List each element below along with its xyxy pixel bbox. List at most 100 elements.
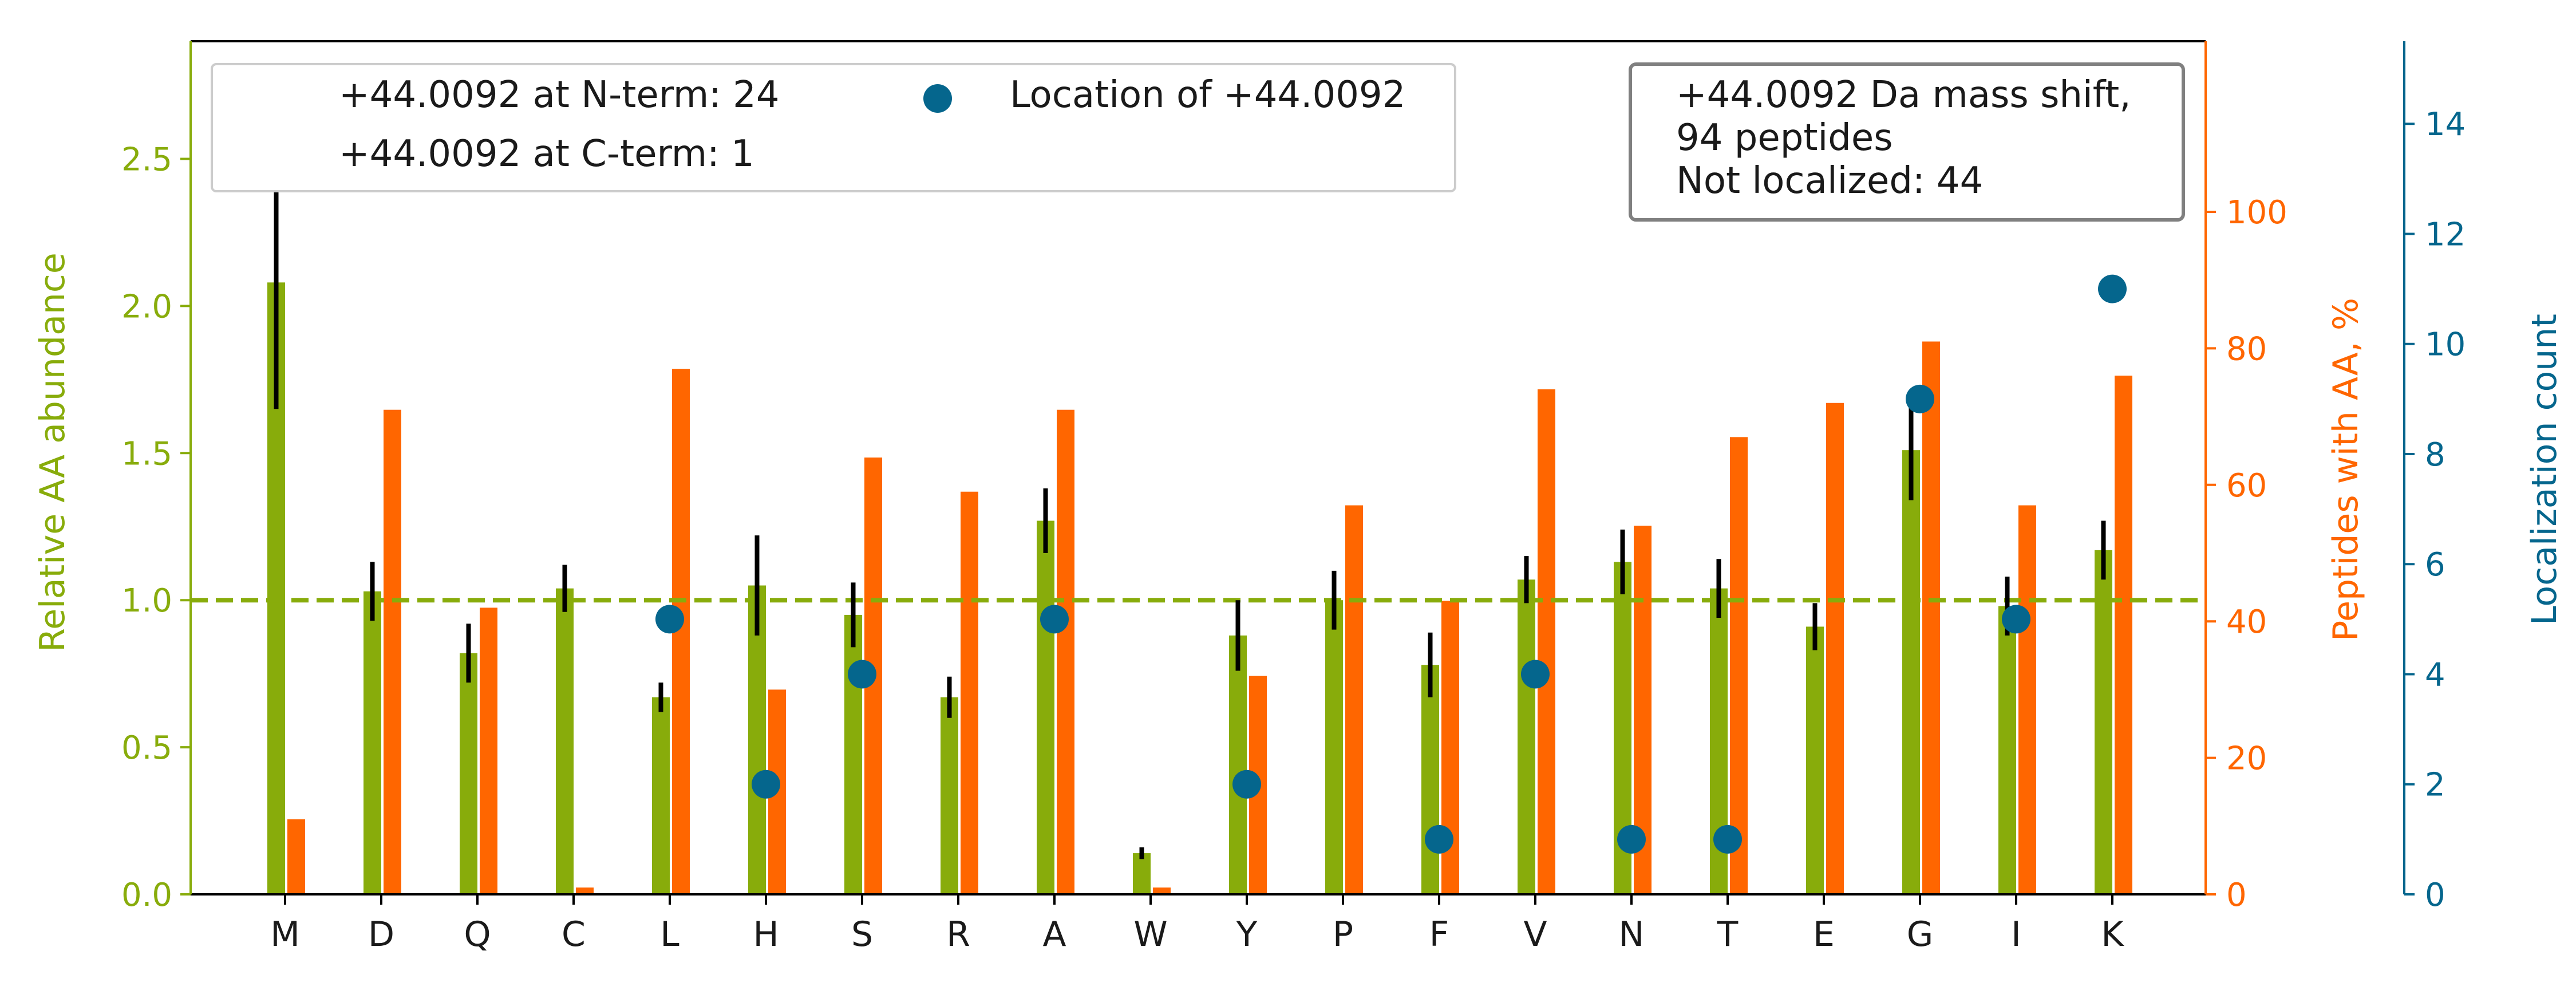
tick-x-label: A bbox=[1042, 914, 1066, 954]
bar-abundance-I bbox=[1998, 606, 2016, 894]
bar-peptides-T bbox=[1730, 437, 1748, 894]
bar-peptides-G bbox=[1922, 341, 1940, 894]
point-location-G bbox=[1906, 384, 1934, 413]
bar-peptides-W bbox=[1153, 887, 1171, 894]
bar-abundance-S bbox=[844, 614, 862, 894]
tick-middle-label: 20 bbox=[2226, 740, 2267, 778]
tick-x-label: I bbox=[2011, 914, 2021, 954]
bar-abundance-V bbox=[1518, 579, 1535, 894]
tick-x-label: P bbox=[1333, 914, 1353, 954]
bar-peptides-D bbox=[384, 409, 401, 894]
tick-x-label: N bbox=[1619, 914, 1645, 954]
legend-frame bbox=[211, 63, 1456, 192]
bar-abundance-D bbox=[364, 591, 381, 894]
tick-right-label: 14 bbox=[2425, 106, 2466, 143]
bar-peptides-V bbox=[1538, 389, 1555, 894]
tick-right-label: 6 bbox=[2425, 546, 2445, 583]
point-location-L bbox=[655, 605, 684, 634]
tick-right-label: 0 bbox=[2425, 877, 2445, 914]
bar-peptides-A bbox=[1057, 409, 1074, 894]
tick-x-label: L bbox=[660, 914, 679, 954]
tick-right-label: 8 bbox=[2425, 436, 2445, 474]
point-location-V bbox=[1521, 660, 1550, 689]
tick-x-label: T bbox=[1717, 914, 1739, 954]
bar-peptides-E bbox=[1826, 403, 1844, 894]
info-line-mass-shift: +44.0092 Da mass shift, bbox=[1676, 74, 2131, 116]
point-location-A bbox=[1040, 605, 1069, 634]
tick-left-label: 1.5 bbox=[121, 435, 172, 472]
bar-abundance-R bbox=[941, 697, 958, 894]
tick-x-label: Y bbox=[1236, 914, 1258, 954]
info-box-frame bbox=[1629, 62, 2185, 222]
tick-x-label: F bbox=[1429, 914, 1449, 954]
point-location-Y bbox=[1232, 770, 1261, 799]
tick-right-label: 4 bbox=[2425, 656, 2445, 693]
bar-abundance-E bbox=[1806, 626, 1824, 894]
tick-left-label: 1.0 bbox=[121, 582, 172, 620]
tick-middle-label: 100 bbox=[2226, 194, 2287, 231]
legend-item-cterm: +44.0092 at C-term: 1 bbox=[339, 133, 754, 175]
tick-x-label: W bbox=[1133, 914, 1167, 954]
tick-middle-label: 40 bbox=[2226, 603, 2267, 641]
legend-item-location: Location of +44.0092 bbox=[1010, 74, 1405, 116]
tick-x-label: H bbox=[753, 914, 779, 954]
plot-area bbox=[191, 156, 2206, 895]
tick-x-label: C bbox=[562, 914, 586, 954]
tick-left-label: 2.0 bbox=[121, 288, 172, 325]
tick-left-label: 0.0 bbox=[121, 877, 172, 914]
bar-abundance-C bbox=[556, 588, 574, 894]
point-location-T bbox=[1713, 825, 1742, 854]
bar-abundance-Y bbox=[1229, 635, 1247, 894]
right-axis-label: Localization count bbox=[2524, 314, 2565, 625]
bar-abundance-K bbox=[2095, 550, 2112, 894]
bar-abundance-F bbox=[1421, 665, 1439, 894]
info-box: +44.0092 Da mass shift, 94 peptides Not … bbox=[1629, 62, 2185, 222]
tick-right-label: 10 bbox=[2425, 326, 2466, 364]
bar-peptides-R bbox=[961, 491, 978, 894]
legend: +44.0092 at N-term: 24 +44.0092 at C-ter… bbox=[211, 63, 1456, 192]
tick-middle-label: 60 bbox=[2226, 467, 2267, 504]
bar-peptides-M bbox=[287, 819, 305, 894]
bar-abundance-P bbox=[1325, 600, 1343, 894]
tick-x-label: S bbox=[851, 914, 873, 954]
tick-x-label: K bbox=[2101, 914, 2124, 954]
point-location-S bbox=[848, 660, 876, 689]
tick-x-label: D bbox=[368, 914, 394, 954]
point-location-I bbox=[2002, 605, 2030, 634]
left-axis-label: Relative AA abundance bbox=[33, 253, 73, 652]
tick-right-label: 12 bbox=[2425, 216, 2466, 253]
bar-abundance-G bbox=[1902, 450, 1920, 894]
bar-peptides-Q bbox=[480, 607, 497, 894]
point-location-F bbox=[1425, 825, 1453, 854]
tick-x-label: M bbox=[270, 914, 300, 954]
tick-right-label: 2 bbox=[2425, 767, 2445, 804]
bar-peptides-K bbox=[2115, 376, 2132, 894]
info-line-not-localized: Not localized: 44 bbox=[1676, 160, 1983, 202]
bar-abundance-L bbox=[652, 697, 670, 894]
tick-left-label: 2.5 bbox=[121, 141, 172, 179]
tick-left-label: 0.5 bbox=[121, 729, 172, 767]
tick-x-label: G bbox=[1907, 914, 1934, 954]
middle-axis-label: Peptides with AA, % bbox=[2326, 298, 2366, 641]
bar-abundance-A bbox=[1037, 520, 1054, 894]
bar-peptides-C bbox=[576, 887, 594, 894]
bar-abundance-W bbox=[1133, 853, 1151, 894]
point-location-N bbox=[1617, 825, 1646, 854]
tick-middle-label: 80 bbox=[2226, 330, 2267, 368]
bar-peptides-P bbox=[1345, 505, 1363, 894]
tick-middle-label: 0 bbox=[2226, 877, 2247, 914]
point-location-K bbox=[2098, 274, 2127, 303]
legend-item-nterm: +44.0092 at N-term: 24 bbox=[339, 74, 780, 116]
point-location-H bbox=[752, 770, 780, 799]
tick-x-label: V bbox=[1523, 914, 1547, 954]
bar-abundance-Q bbox=[460, 653, 477, 894]
tick-x-label: E bbox=[1813, 914, 1835, 954]
tick-x-label: R bbox=[946, 914, 970, 954]
bar-abundance-H bbox=[748, 585, 766, 894]
tick-x-label: Q bbox=[464, 914, 491, 954]
legend-marker-location bbox=[923, 84, 952, 113]
axes: 0.0 0.5 1.0 1.5 2.0 2.5 0 20 40 60 80 100 0 2 4 6 8 10 12 1… bbox=[121, 40, 2466, 954]
info-line-peptides: 94 peptides bbox=[1676, 117, 1893, 159]
bar-peptides-I bbox=[2018, 505, 2036, 894]
